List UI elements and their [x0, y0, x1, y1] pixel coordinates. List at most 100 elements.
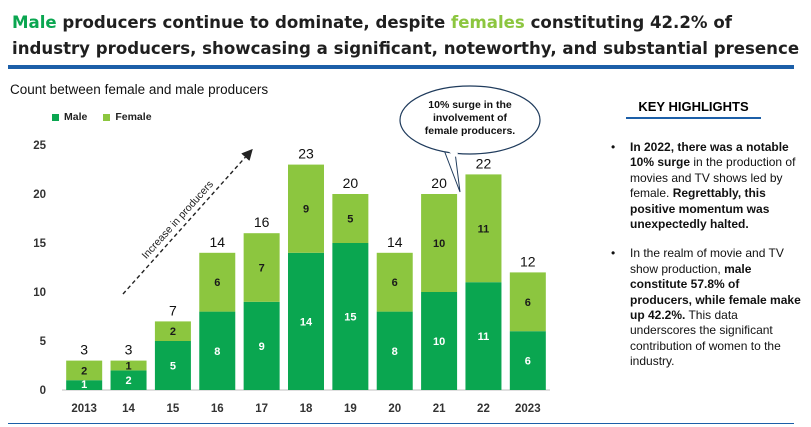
- data-label-female: 6: [525, 297, 531, 309]
- legend-swatch-male: [52, 113, 59, 121]
- x-tick-label: 17: [255, 403, 268, 415]
- data-label-female: 11: [478, 223, 490, 235]
- y-tick-label: 15: [33, 238, 46, 250]
- title-divider: [8, 65, 794, 69]
- data-label-female: 5: [347, 214, 353, 226]
- bar-female: [199, 252, 236, 312]
- data-label-male: 6: [525, 356, 531, 368]
- bar-female: [154, 321, 191, 341]
- data-label-male: 5: [170, 361, 176, 373]
- bar-female: [288, 164, 324, 253]
- data-label-female: 7: [259, 263, 265, 275]
- data-label-total: 7: [169, 302, 177, 318]
- title-text-b: constituting 42.2% of: [524, 13, 732, 32]
- callout-text: 10% surge in the involvement of female pro…: [425, 99, 516, 137]
- bar-male: [465, 282, 502, 390]
- x-tick-label: 2023: [515, 403, 541, 415]
- data-label-male: 2: [125, 375, 131, 387]
- y-tick-label: 0: [40, 385, 46, 397]
- bar-male: [421, 292, 458, 390]
- y-tick-label: 25: [33, 140, 46, 152]
- legend-swatch-female: [103, 113, 111, 121]
- x-tick-label: 21: [433, 403, 446, 415]
- bar-male: [199, 311, 236, 390]
- callout-line: 10% surge in the: [428, 99, 512, 111]
- y-tick-label: 5: [40, 336, 47, 348]
- bar-female: [66, 360, 103, 381]
- x-tick-label: 15: [167, 403, 180, 415]
- data-label-total: 22: [476, 155, 492, 171]
- data-label-male: 14: [300, 316, 313, 328]
- data-label-total: 3: [125, 342, 133, 358]
- data-label-female: 1: [125, 361, 131, 373]
- data-label-male: 8: [214, 346, 220, 358]
- legend-item-female: Female: [103, 111, 152, 123]
- data-label-female: 6: [214, 277, 220, 289]
- data-label-male: 8: [392, 346, 398, 358]
- legend-item-male: Male: [52, 111, 87, 123]
- highlight-text: male constitute 57.8% of producers, whil…: [630, 261, 801, 323]
- data-label-female: 10: [433, 238, 445, 250]
- bar-male: [243, 301, 280, 390]
- bar-male: [154, 341, 191, 390]
- highlights-list: In 2022, there was a notable 10% surge i…: [611, 140, 801, 384]
- bar-male: [509, 331, 546, 390]
- highlight-text: This data underscores the significant co…: [630, 308, 781, 369]
- legend-label-male: Male: [64, 111, 88, 123]
- data-label-total: 20: [431, 175, 447, 191]
- data-label-male: 1: [81, 379, 87, 391]
- data-label-total: 3: [80, 342, 88, 358]
- highlight-text: Regrettably, this positive momentum was …: [630, 186, 770, 232]
- highlight-text: in the production of movies and TV shows…: [630, 155, 796, 201]
- x-tick-label: 18: [300, 403, 313, 415]
- bar-female: [243, 233, 280, 302]
- data-label-total: 23: [298, 146, 314, 162]
- highlight-text: 10% surge: [630, 155, 691, 170]
- callout-line: female producers.: [425, 125, 516, 137]
- data-label-male: 9: [259, 341, 265, 353]
- footer-divider: [8, 423, 794, 424]
- page-title: Male producers continue to dominate, des…: [12, 10, 802, 62]
- title-male-word: Male: [12, 13, 57, 32]
- bar-male: [66, 380, 103, 390]
- bar-female: [465, 174, 502, 283]
- data-label-total: 16: [254, 214, 270, 230]
- data-label-female: 2: [170, 326, 176, 338]
- title-line-2: industry producers, showcasing a signifi…: [12, 39, 800, 58]
- y-tick-label: 20: [33, 189, 46, 201]
- data-label-female: 2: [81, 365, 87, 377]
- bar-female: [110, 360, 147, 371]
- callout-bubble: [399, 85, 541, 155]
- data-label-total: 20: [343, 175, 359, 191]
- callout-line: involvement of: [433, 112, 508, 124]
- y-tick-label: 10: [33, 287, 46, 299]
- data-label-male: 15: [344, 312, 356, 324]
- bar-female: [376, 252, 413, 312]
- bar-female: [421, 194, 458, 292]
- callout-joint: [445, 149, 458, 157]
- bar-male: [110, 370, 147, 390]
- title-line-1: Male producers continue to dominate, des…: [12, 10, 802, 36]
- trend-label: Increase in producers: [140, 178, 216, 261]
- stacked-bar-chart: 0510152025123201321314527158614169716171…: [33, 85, 550, 415]
- data-label-total: 14: [209, 234, 225, 250]
- x-tick-label: 16: [211, 403, 224, 415]
- data-label-female: 6: [392, 277, 398, 289]
- title-female-word: females: [451, 13, 525, 32]
- data-label-female: 9: [303, 204, 309, 216]
- data-label-total: 12: [520, 253, 536, 269]
- highlight-item: In the realm of movie and TV show produc…: [611, 246, 801, 369]
- x-tick-label: 14: [122, 403, 135, 415]
- title-text-a: producers continue to dominate, despite: [56, 13, 452, 32]
- bar-male: [288, 252, 324, 390]
- x-tick-label: 22: [477, 403, 490, 415]
- data-label-male: 10: [433, 336, 445, 348]
- x-tick-label: 2013: [71, 403, 97, 415]
- bar-male: [376, 311, 413, 390]
- data-label-male: 11: [478, 331, 490, 343]
- bar-female: [332, 194, 369, 243]
- highlight-text: In 2022, there was a notable: [630, 140, 789, 154]
- highlight-text: In the realm of movie and TV show produc…: [630, 246, 784, 276]
- legend-label-female: Female: [115, 111, 152, 123]
- data-label-total: 14: [387, 234, 403, 250]
